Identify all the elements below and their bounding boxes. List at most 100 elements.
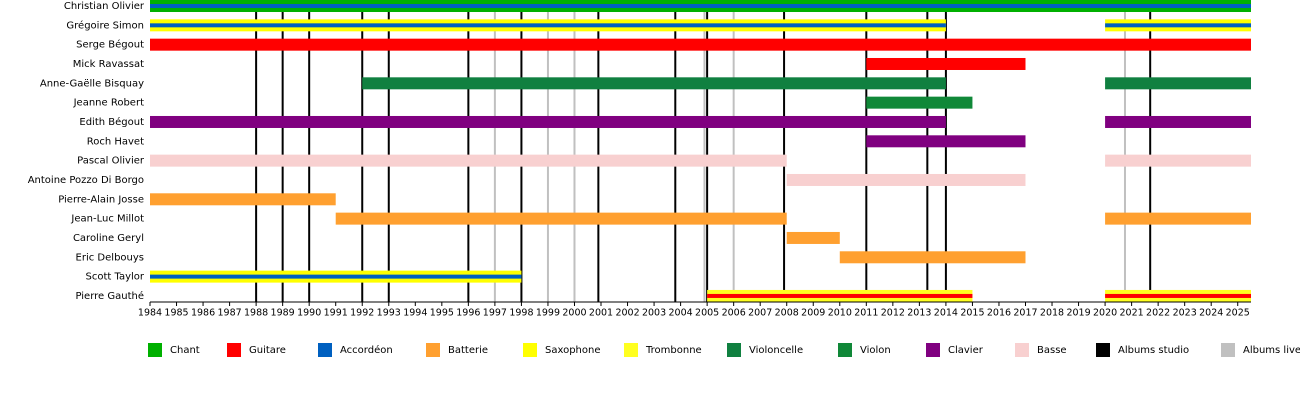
member-name: Roch Havet — [87, 136, 144, 147]
member-name: Pierre Gauthé — [75, 290, 144, 302]
period-bar — [866, 135, 1026, 148]
legend-swatch — [926, 343, 940, 357]
period-bar — [150, 193, 336, 206]
x-tick-label: 2024 — [1199, 308, 1223, 319]
x-tick-label: 1994 — [403, 308, 427, 319]
legend-swatch — [148, 343, 162, 357]
x-tick-label: 2010 — [828, 308, 852, 319]
period-stripe — [150, 4, 1251, 8]
member-name: Jean-Luc Millot — [70, 214, 144, 225]
member-name: Grégoire Simon — [66, 19, 144, 31]
period-bar — [150, 115, 946, 128]
x-tick-label: 1996 — [456, 308, 480, 319]
member-name: Edith Bégout — [79, 116, 144, 128]
period-bar — [1105, 115, 1251, 128]
x-tick-label: 2002 — [615, 308, 639, 319]
legend-label: Accordéon — [340, 344, 393, 356]
period-bar — [150, 38, 1251, 51]
period-bar — [866, 96, 973, 109]
member-name: Pierre-Alain Josse — [58, 194, 144, 205]
x-tick-label: 1993 — [377, 308, 401, 319]
period-bar — [866, 57, 1026, 70]
x-tick-label: 2000 — [562, 308, 586, 319]
x-tick-label: 2018 — [1040, 308, 1064, 319]
x-tick-label: 2008 — [775, 308, 799, 319]
x-tick-label: 1986 — [191, 308, 215, 319]
member-name: Christian Olivier — [64, 1, 145, 12]
x-tick-label: 1984 — [138, 308, 162, 319]
period-bar — [335, 212, 787, 225]
period-bar — [786, 173, 1026, 186]
legend-swatch — [1221, 343, 1235, 357]
member-name: Pascal Olivier — [77, 156, 145, 167]
x-tick-label: 2014 — [934, 308, 958, 319]
x-tick-label: 1988 — [244, 308, 268, 319]
legend-label: Clavier — [948, 345, 984, 356]
member-name: Caroline Geryl — [73, 233, 144, 244]
x-tick-label: 2013 — [907, 308, 931, 319]
legend-swatch — [318, 343, 332, 357]
legend-label: Guitare — [249, 345, 286, 356]
legend-label: Albums studio — [1118, 345, 1189, 356]
x-tick-label: 2006 — [722, 308, 746, 319]
x-tick-label: 1985 — [164, 308, 188, 319]
member-name: Antoine Pozzo Di Borgo — [28, 175, 144, 186]
x-tick-label: 2023 — [1173, 308, 1197, 319]
x-tick-label: 2001 — [589, 308, 613, 319]
legend-swatch — [1015, 343, 1029, 357]
member-name: Anne-Gaëlle Bisquay — [40, 78, 144, 89]
x-tick-label: 1987 — [217, 308, 241, 319]
x-tick-label: 2011 — [854, 308, 878, 319]
legend-swatch — [523, 343, 537, 357]
x-tick-label: 1999 — [536, 308, 560, 319]
legend-swatch — [227, 343, 241, 357]
legend-label: Trombonne — [645, 345, 702, 356]
x-tick-label: 1995 — [430, 308, 454, 319]
period-bar — [1105, 212, 1251, 225]
legend-swatch — [838, 343, 852, 357]
legend-swatch — [1096, 343, 1110, 357]
legend-swatch — [624, 343, 638, 357]
period-bar — [1105, 77, 1251, 90]
x-tick-label: 1992 — [350, 308, 374, 319]
x-tick-label: 1997 — [483, 308, 507, 319]
x-tick-label: 2005 — [695, 308, 719, 319]
x-tick-label: 2025 — [1226, 308, 1250, 319]
legend-swatch — [426, 343, 440, 357]
member-name: Serge Bégout — [76, 39, 144, 51]
x-tick-label: 2007 — [748, 308, 772, 319]
x-tick-label: 1989 — [271, 308, 295, 319]
x-tick-label: 2003 — [642, 308, 666, 319]
x-tick-label: 2017 — [1013, 308, 1037, 319]
period-stripe — [150, 23, 946, 28]
legend-label: Albums live — [1243, 345, 1300, 356]
x-tick-label: 2009 — [801, 308, 825, 319]
x-tick-label: 2015 — [960, 308, 984, 319]
x-tick-label: 2021 — [1120, 308, 1144, 319]
legend-label: Violon — [860, 345, 891, 356]
period-bar — [150, 154, 787, 167]
legend-label: Basse — [1037, 345, 1067, 356]
member-name: Eric Delbouys — [76, 252, 144, 263]
period-stripe — [1105, 293, 1251, 298]
x-tick-label: 1998 — [509, 308, 533, 319]
x-tick-label: 2020 — [1093, 308, 1117, 319]
x-tick-label: 2016 — [987, 308, 1011, 319]
x-tick-label: 2012 — [881, 308, 905, 319]
period-bar — [839, 251, 1026, 264]
period-bar — [786, 231, 840, 244]
period-bar — [1105, 154, 1251, 167]
x-tick-label: 2022 — [1146, 308, 1170, 319]
x-tick-label: 2004 — [669, 308, 693, 319]
legend-label: Saxophone — [545, 345, 601, 356]
period-stripe — [1105, 23, 1251, 28]
period-bar — [362, 77, 946, 90]
legend-label: Violoncelle — [749, 345, 803, 356]
member-name: Jeanne Robert — [73, 98, 144, 109]
legend-swatch — [727, 343, 741, 357]
period-stripe — [707, 293, 973, 298]
legend-label: Batterie — [448, 345, 488, 356]
member-name: Scott Taylor — [86, 272, 145, 283]
x-tick-label: 2019 — [1066, 308, 1090, 319]
